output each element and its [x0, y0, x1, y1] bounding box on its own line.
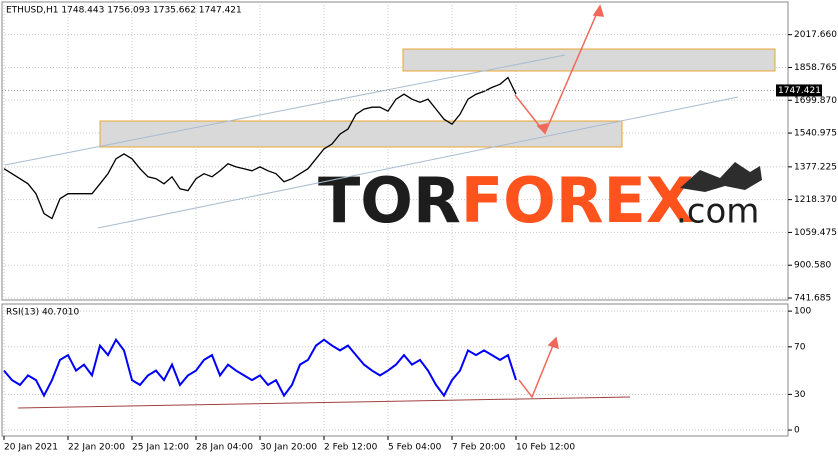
arrow-head [536, 123, 548, 135]
resistance-zone [402, 48, 776, 72]
rsi-trendline [17, 396, 631, 409]
y-tick-label: 1218.370 [794, 195, 837, 205]
arrow-head [592, 4, 605, 17]
x-tick-label: 10 Feb 12:00 [516, 443, 575, 453]
y-tick-label: 0 [794, 426, 800, 436]
y-tick-label: 100 [794, 307, 811, 317]
price-panel [1, 1, 789, 301]
grid [2, 2, 788, 436]
x-tick-label: 25 Jan 12:00 [132, 443, 189, 453]
x-tick-label: 20 Jan 2021 [4, 443, 58, 453]
brand-dark: TORFOREX [318, 164, 694, 237]
x-tick-label: 22 Jan 20:00 [68, 443, 125, 453]
x-tick-label: 30 Jan 20:00 [260, 443, 317, 453]
rsi-title: RSI(13) 40.7010 [6, 308, 79, 318]
brand-domain: .com [676, 192, 759, 232]
last-price-box [776, 84, 822, 97]
last-price-label: 1747.421 [778, 86, 821, 96]
series-line [3, 337, 517, 398]
forecast-arrows [17, 4, 631, 409]
y-tick-label: 2017.660 [794, 30, 837, 40]
channel-top [4, 54, 566, 166]
rsi-forecast [518, 337, 557, 399]
y-tick-label: 741.685 [794, 294, 831, 304]
x-tick-label: 7 Feb 20:00 [452, 443, 506, 453]
y-tick-label: 1059.475 [794, 228, 837, 238]
channel-bottom [97, 96, 739, 229]
x-tick-label: 28 Jan 04:00 [196, 443, 253, 453]
bull-icon [680, 162, 762, 192]
arrow-head [547, 336, 559, 350]
y-tick-label: 1858.765 [794, 63, 837, 73]
y-tick-label: 1699.870 [794, 96, 837, 106]
series-line [3, 76, 517, 220]
watermark: TORFOREX .com [318, 162, 762, 237]
x-tick-label: 5 Feb 04:00 [388, 443, 442, 453]
y-tick-label: 900.580 [794, 261, 831, 271]
support-zone [99, 120, 623, 148]
y-tick-label: 30 [794, 390, 806, 400]
y-tick-label: 1377.225 [794, 162, 837, 172]
y-tick-label: 1540.975 [794, 129, 837, 139]
rsi-panel [1, 303, 789, 437]
y-tick-label: 70 [794, 342, 806, 352]
x-tick-label: 2 Feb 12:00 [324, 443, 378, 453]
symbol-info: ETHUSD,H1 1748.443 1756.093 1735.662 174… [6, 6, 242, 16]
